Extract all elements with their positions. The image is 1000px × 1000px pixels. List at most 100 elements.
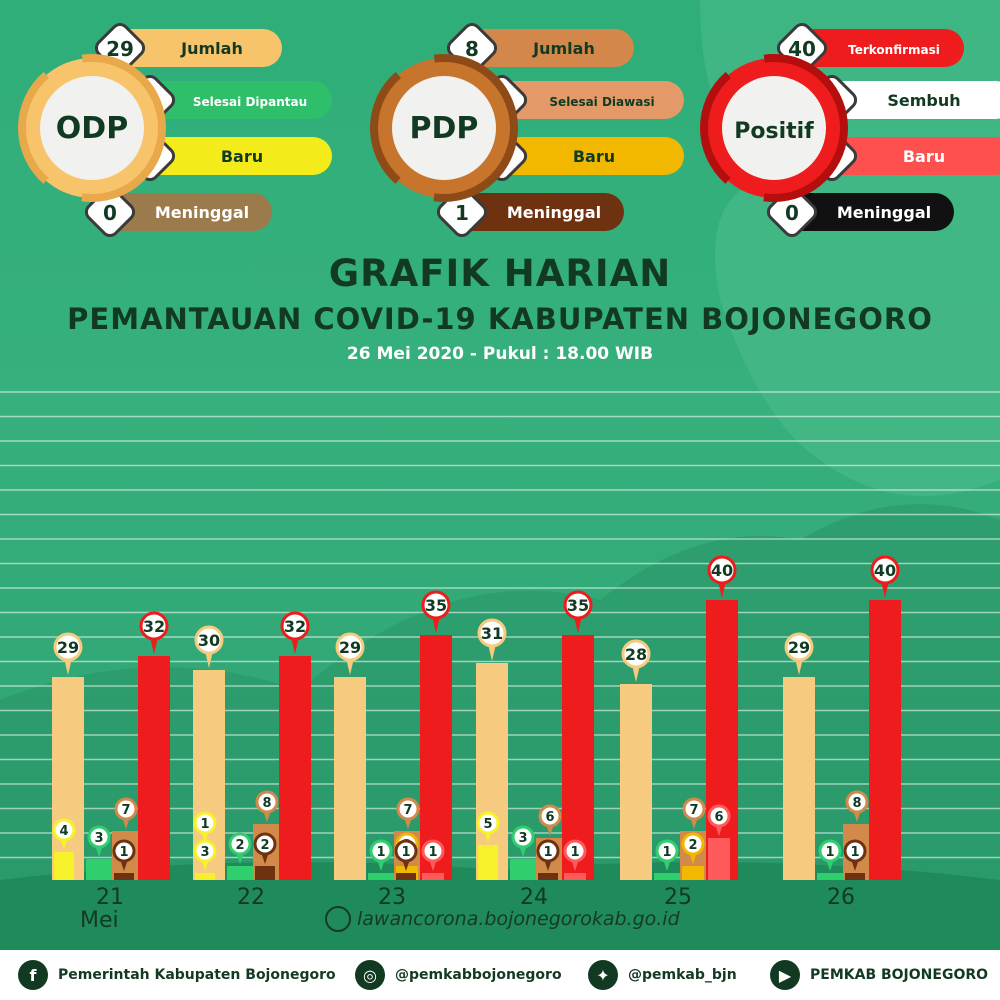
bar-pdp_meninggal xyxy=(255,866,275,880)
data-label: 31 xyxy=(481,624,503,643)
bar-positif_baru xyxy=(708,838,730,880)
data-label: 7 xyxy=(403,803,412,818)
month-label: Mei xyxy=(80,908,119,933)
data-label-pointer xyxy=(432,616,440,633)
data-label-pointer xyxy=(205,651,213,668)
summary-label: Jumlah xyxy=(180,39,243,58)
summary-value: 0 xyxy=(103,201,117,225)
summary-category-label: ODP xyxy=(56,111,128,146)
summary-pill xyxy=(794,29,964,67)
data-label: 5 xyxy=(483,817,492,832)
data-label: 30 xyxy=(198,631,220,650)
data-label: 1 xyxy=(428,845,437,860)
summary-label: Selesai Dipantau xyxy=(193,95,307,109)
bar-odp_baru xyxy=(54,852,74,880)
data-label-bubble xyxy=(228,832,252,856)
chart-date: 26 Mei 2020 - Pukul : 18.00 WIB xyxy=(346,344,654,364)
tick-label: 24 xyxy=(520,885,548,910)
tick-label: 22 xyxy=(237,885,265,910)
data-label: 3 xyxy=(518,831,527,846)
data-label: 1 xyxy=(662,845,671,860)
data-label: 1 xyxy=(570,845,579,860)
bar-positif_jumlah xyxy=(279,656,311,880)
data-label-pointer xyxy=(881,581,889,598)
data-label-bubble xyxy=(707,804,731,828)
summary-label: Meninggal xyxy=(507,203,601,222)
data-label: 2 xyxy=(260,838,269,853)
bar-odp_selesai xyxy=(368,873,394,880)
bar-odp_baru xyxy=(478,845,498,880)
data-label-bubble xyxy=(843,839,867,863)
summary-category-label: PDP xyxy=(410,111,479,146)
youtube-link[interactable]: ▶ PEMKAB BOJONEGORO xyxy=(770,950,988,1000)
summary-category-label: Positif xyxy=(734,119,814,144)
data-label-bubble xyxy=(476,811,500,835)
data-label-pointer xyxy=(488,644,496,661)
data-label-bubble xyxy=(112,839,136,863)
data-label-bubble xyxy=(139,611,169,641)
bar-positif_jumlah xyxy=(138,656,170,880)
bar-positif_baru xyxy=(422,873,444,880)
instagram-text: @pemkabbojonegoro xyxy=(395,967,562,983)
data-label-bubble xyxy=(87,825,111,849)
data-label-bubble xyxy=(681,832,705,856)
summary-label: Baru xyxy=(221,147,263,166)
data-label-bubble xyxy=(538,804,562,828)
data-label-pointer xyxy=(718,581,726,598)
summary-value: 0 xyxy=(785,201,799,225)
data-label-bubble xyxy=(369,839,393,863)
summary-label: Sembuh xyxy=(887,91,960,110)
summary-pill xyxy=(112,29,282,67)
facebook-text: Pemerintah Kabupaten Bojonegoro xyxy=(58,967,336,983)
data-label: 1 xyxy=(401,845,410,860)
data-label-bubble xyxy=(421,590,451,620)
data-label-bubble xyxy=(114,797,138,821)
bar-odp_selesai xyxy=(227,866,253,880)
bar-pdp_meninggal xyxy=(396,873,416,880)
bar-pdp_baru xyxy=(682,866,704,880)
instagram-link[interactable]: ◎ @pemkabbojonegoro xyxy=(355,950,562,1000)
data-label: 32 xyxy=(284,617,306,636)
twitter-link[interactable]: ✦ @pemkab_bjn xyxy=(588,950,737,1000)
summary-label: Baru xyxy=(573,147,615,166)
summary-ring-accent xyxy=(370,54,518,202)
data-label: 6 xyxy=(545,810,554,825)
data-label: 35 xyxy=(567,596,589,615)
chart-title: GRAFIK HARIAN xyxy=(328,252,672,295)
summary-value: 8 xyxy=(465,37,479,61)
summary-center xyxy=(40,76,144,180)
data-label: 1 xyxy=(825,845,834,860)
bar-odp_baru xyxy=(195,873,215,880)
data-label-bubble xyxy=(707,555,737,585)
bar-positif_jumlah xyxy=(706,600,738,880)
summary-pill xyxy=(142,81,332,119)
data-label-bubble xyxy=(194,625,224,655)
data-label-bubble xyxy=(394,839,418,863)
facebook-link[interactable]: f Pemerintah Kabupaten Bojonegoro xyxy=(18,950,336,1000)
data-label-bubble xyxy=(536,839,560,863)
summary-value: 1 xyxy=(455,201,469,225)
data-label: 8 xyxy=(262,796,271,811)
tick-label: 21 xyxy=(96,885,124,910)
bar-pdp_meninggal xyxy=(538,873,558,880)
data-label: 4 xyxy=(59,824,68,839)
data-label: 3 xyxy=(200,845,209,860)
data-label-pointer xyxy=(632,665,640,682)
youtube-icon: ▶ xyxy=(770,960,800,990)
bar-positif_jumlah xyxy=(420,635,452,880)
bar-pdp_meninggal xyxy=(114,873,134,880)
website-link[interactable]: lawancorona.bojonegorokab.go.id xyxy=(325,904,680,934)
data-label: 6 xyxy=(714,810,723,825)
data-label-pointer xyxy=(64,658,72,675)
data-label-bubble xyxy=(845,790,869,814)
data-label-bubble xyxy=(477,618,507,648)
data-label: 35 xyxy=(425,596,447,615)
tick-label: 25 xyxy=(664,885,692,910)
globe-icon xyxy=(325,906,351,932)
data-label-bubble xyxy=(396,797,420,821)
summary-pill xyxy=(784,193,954,231)
data-label: 2 xyxy=(688,838,697,853)
data-label-bubble xyxy=(655,839,679,863)
data-label-pointer xyxy=(291,637,299,654)
